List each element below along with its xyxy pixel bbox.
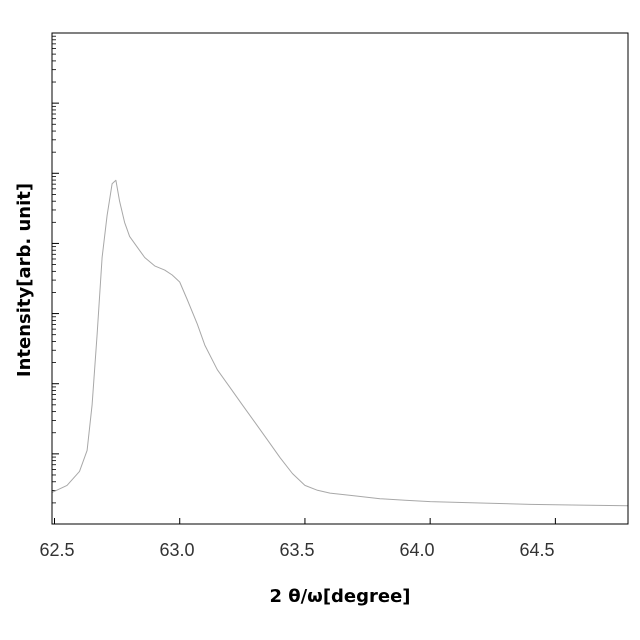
x-tick-label-64-5: 64.5 bbox=[519, 540, 554, 560]
x-tick-label-63-0: 63.0 bbox=[159, 540, 194, 560]
x-axis-title: 2 θ/ω[degree] bbox=[269, 586, 410, 607]
x-tick-label-64-0: 64.0 bbox=[399, 540, 434, 560]
x-tick-label-62-5: 62.5 bbox=[39, 540, 74, 560]
y-axis-title: Intensity[arb. unit] bbox=[14, 183, 35, 377]
x-tick-label-63-5: 63.5 bbox=[279, 540, 314, 560]
